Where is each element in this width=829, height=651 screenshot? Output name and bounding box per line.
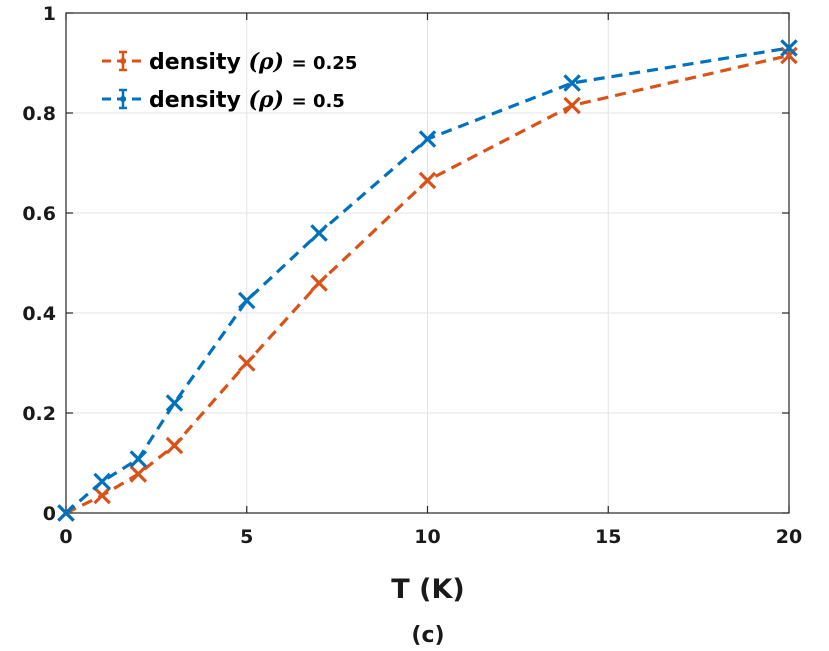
y-tick-label-0: 0 — [43, 503, 56, 525]
series-group — [57, 39, 798, 522]
series-1-point-2 — [129, 450, 148, 468]
series-1-point-0 — [57, 504, 75, 522]
series-1-line — [64, 46, 790, 515]
series-1-point-4 — [237, 291, 256, 310]
x-tick-label-0: 0 — [59, 526, 72, 548]
series-0-point-3 — [165, 436, 184, 455]
series-1-point-6 — [418, 130, 437, 148]
series-0-point-1 — [93, 486, 111, 505]
x-tick-label-1: 5 — [240, 526, 253, 548]
series-1-point-3 — [165, 394, 184, 412]
series-1 — [57, 39, 798, 522]
series-1-point-7 — [563, 74, 581, 92]
series-0-point-5 — [310, 274, 328, 292]
axis-ticks: 0 5 10 15 20 0 0.2 0.4 0.6 0.8 1 — [22, 3, 802, 548]
y-tick-label-5: 1 — [43, 3, 56, 25]
series-0-point-2 — [129, 465, 148, 483]
x-tick-label-4: 20 — [776, 526, 802, 548]
series-0 — [57, 46, 798, 522]
series-0-point-7 — [563, 96, 581, 115]
legend-label-1: density (ρ) = 0.5 — [149, 87, 345, 113]
series-1-point-5 — [310, 224, 328, 242]
y-tick-label-3: 0.6 — [22, 203, 56, 225]
figure-caption: (c) — [411, 623, 444, 648]
series-0-point-6 — [418, 171, 437, 190]
x-axis-title: T (K) — [391, 574, 464, 605]
legend-item-0: density (ρ) = 0.25 — [102, 49, 357, 75]
series-1-point-1 — [93, 472, 111, 491]
legend-item-1: density (ρ) = 0.5 — [102, 87, 345, 113]
y-tick-label-1: 0.2 — [22, 403, 56, 425]
legend: density (ρ) = 0.25 density (ρ) = 0.5 — [102, 49, 357, 113]
series-0-point-4 — [237, 354, 256, 372]
x-tick-label-3: 15 — [595, 526, 621, 548]
y-tick-label-2: 0.4 — [22, 303, 56, 325]
x-tick-label-2: 10 — [414, 526, 440, 548]
y-tick-label-4: 0.8 — [22, 103, 56, 125]
series-1-point-8 — [780, 39, 798, 57]
legend-label-0: density (ρ) = 0.25 — [149, 49, 357, 75]
